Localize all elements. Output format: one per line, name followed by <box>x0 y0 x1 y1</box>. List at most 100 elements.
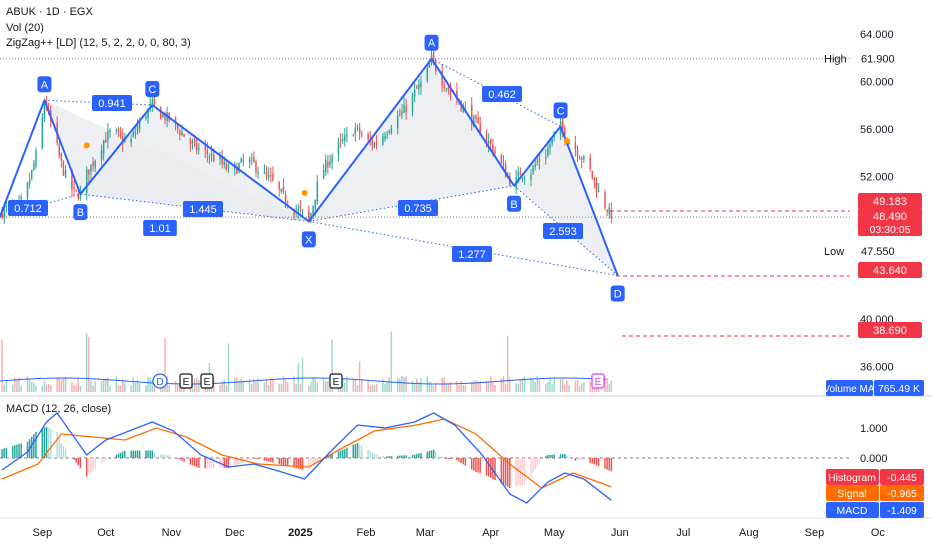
macd-histogram-bar <box>358 444 361 458</box>
macd-histogram-bar <box>331 454 333 458</box>
low-label-name: Low <box>824 246 844 258</box>
candle-body <box>119 132 122 136</box>
macd-histogram-bar <box>1 449 3 458</box>
macd-histogram-bar <box>314 458 316 463</box>
candle-body <box>189 139 192 145</box>
volume-bar <box>568 384 570 392</box>
volume-bar <box>312 376 314 392</box>
macd-histogram-bar <box>604 458 606 469</box>
candle-body <box>179 131 181 136</box>
volume-bar <box>382 379 384 392</box>
macd-histogram-bar <box>369 451 371 458</box>
macd-legend-value-badge <box>880 502 924 518</box>
volume-bar <box>282 376 285 392</box>
macd-line <box>1 412 612 504</box>
macd-histogram-bar <box>492 458 494 479</box>
volume-bar <box>509 377 511 392</box>
volume-bar <box>236 377 238 392</box>
macd-histogram-bar <box>458 458 460 462</box>
macd-histogram-bar <box>109 457 111 459</box>
event-marker[interactable] <box>329 373 343 389</box>
candle-body <box>191 142 194 144</box>
macd-histogram-bar <box>88 458 90 475</box>
macd-histogram-bar <box>344 448 346 458</box>
macd-histogram-bar <box>206 458 209 469</box>
pattern-leg <box>513 125 562 187</box>
macd-legend-name: Signal <box>837 488 866 500</box>
event-marker[interactable] <box>200 373 214 389</box>
candle-body <box>164 113 166 121</box>
macd-histogram-bar <box>430 450 433 458</box>
price-badge <box>858 208 922 236</box>
macd-histogram-bar <box>473 458 475 471</box>
macd-histogram-bar <box>341 449 344 458</box>
pattern-point-label: B <box>77 207 84 219</box>
zigzag-indicator-title[interactable]: ZigZag++ [LD] (12, 5, 2, 2, 0, 0, 80, 3) <box>6 37 191 49</box>
candle-body <box>79 191 82 199</box>
ratio-label: 0.462 <box>488 89 516 101</box>
volume-bar <box>346 376 348 392</box>
volume-bar <box>227 343 230 392</box>
macd-histogram-bar <box>107 458 109 459</box>
macd-histogram-bar <box>286 458 289 467</box>
event-marker[interactable] <box>179 373 193 389</box>
volume-bar <box>280 383 283 392</box>
candle-body <box>316 181 319 203</box>
event-marker[interactable] <box>591 373 605 389</box>
macd-histogram-bar <box>346 447 348 458</box>
macd-histogram-bar <box>367 449 369 458</box>
macd-histogram-bar <box>515 458 517 487</box>
candle-body <box>346 133 348 136</box>
x-tick-label: Aug <box>739 527 759 539</box>
volume-bar <box>487 381 490 392</box>
macd-y-tick-label: 1.000 <box>860 423 888 435</box>
volume-indicator-title[interactable]: Vol (20) <box>6 22 44 34</box>
macd-histogram-bar <box>312 458 314 464</box>
macd-histogram-bar <box>35 431 37 458</box>
ratio-badge <box>482 86 522 102</box>
macd-histogram-bar <box>212 458 215 468</box>
candle-body <box>500 155 503 163</box>
macd-histogram-bar <box>20 443 22 458</box>
ratio-badge <box>92 95 132 111</box>
candle-body <box>90 164 92 173</box>
pattern-point-label: X <box>305 234 313 246</box>
macd-histogram-bar <box>225 458 228 469</box>
macd-histogram-bar <box>58 437 60 458</box>
candle-body <box>382 136 384 145</box>
macd-histogram-bar <box>253 458 255 460</box>
candle-body <box>301 209 304 211</box>
macd-histogram-bar <box>308 458 310 466</box>
macd-legend-name-badge <box>826 469 879 485</box>
signal-line <box>1 418 612 489</box>
candle-body <box>606 210 608 212</box>
event-marker-label: E <box>333 377 340 388</box>
candle-body <box>430 54 433 63</box>
macd-indicator-title[interactable]: MACD (12, 26, close) <box>6 403 112 415</box>
macd-histogram-bar <box>568 457 570 459</box>
candle-body <box>210 153 213 156</box>
candle-body <box>198 148 200 150</box>
macd-histogram-bar <box>117 453 120 458</box>
candle-body <box>583 156 585 160</box>
ratio-badge <box>8 200 48 216</box>
macd-histogram-bar <box>449 458 452 459</box>
event-marker[interactable] <box>152 373 168 389</box>
volume-bar <box>41 385 44 392</box>
macd-histogram-bar <box>284 458 287 466</box>
volume-bar <box>367 380 369 392</box>
macd-histogram-bar <box>523 458 526 485</box>
volume-bar <box>578 385 581 392</box>
candle-body <box>88 169 90 175</box>
macd-histogram-bar <box>299 458 302 470</box>
symbol-title[interactable]: ABUK · 1D · EGX <box>6 6 93 18</box>
candle-body <box>117 129 120 132</box>
macd-histogram-bar <box>551 454 553 458</box>
volume-bar <box>583 382 585 392</box>
price-badge <box>858 262 922 278</box>
macd-histogram-bar <box>382 455 384 458</box>
candle-body <box>267 174 270 177</box>
macd-histogram-bar <box>396 455 399 458</box>
volume-bar <box>549 379 551 392</box>
